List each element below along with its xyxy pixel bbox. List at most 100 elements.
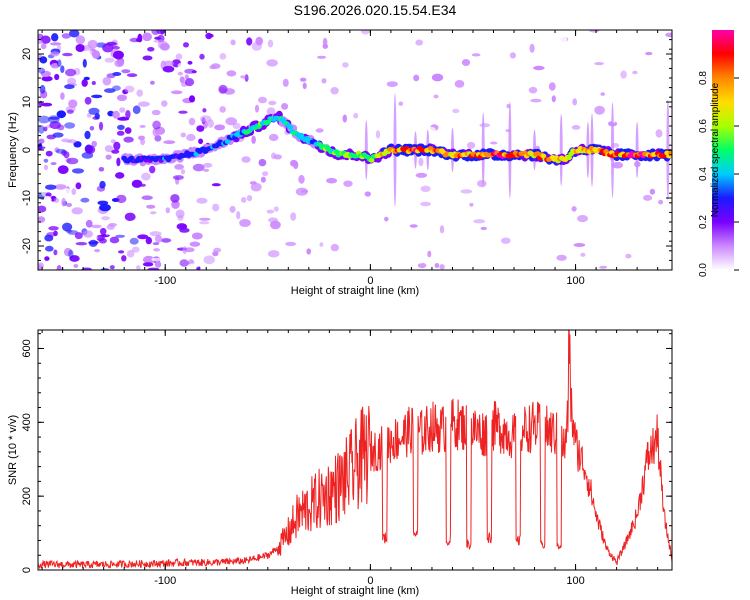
y-tick-label: 10: [21, 96, 33, 108]
spectrogram-noise-cell: [241, 197, 247, 203]
spectrogram-noise-cell: [91, 50, 101, 59]
spectrogram-noise-cell: [38, 216, 46, 223]
spectrogram-noise-cell: [460, 189, 473, 194]
spectrogram-noise-cell: [330, 243, 339, 252]
spectrogram-noise-cell: [528, 86, 538, 94]
spectrogram-noise-cell: [202, 162, 213, 168]
spectrogram-noise-cell: [140, 138, 146, 146]
spectrogram-noise-cell: [57, 165, 69, 175]
colorbar-label: Normalized spectral amplitude: [710, 82, 721, 217]
spectrogram-noise-cell: [51, 33, 59, 42]
spectrogram-noise-cell: [266, 107, 276, 116]
spectrogram-noise-cell: [490, 141, 498, 145]
spectrogram-noise-cell: [535, 145, 540, 150]
spectrogram-noise-cell: [184, 78, 195, 87]
spectrogram-noise-cell: [66, 109, 74, 114]
spectrogram-noise-cell: [321, 78, 327, 84]
spectrogram-noise-cell: [342, 62, 349, 68]
spectrogram-noise-cell: [240, 75, 246, 79]
spectrogram-noise-cell: [41, 75, 53, 82]
spectrogram-noise-cell: [124, 85, 135, 93]
spectrogram-noise-cell: [157, 40, 169, 50]
spectrogram-noise-cell: [116, 130, 125, 136]
y-tick-label: 200: [21, 487, 33, 505]
spectrogram-noise-cell: [571, 125, 581, 130]
spectrogram-noise-cell: [214, 124, 226, 131]
chart-title: S196.2026.020.15.54.E34: [293, 2, 457, 18]
spectrogram-noise-cell: [41, 102, 53, 107]
spectrogram-noise-cell: [91, 140, 97, 148]
spectrogram-ridge-cell: [566, 155, 572, 161]
spectrogram-noise-cell: [75, 35, 86, 45]
spectrogram-x-ticks: -100 0 100: [41, 30, 659, 287]
spectrogram-noise-cell: [255, 36, 263, 46]
spectrogram-noise-cell: [658, 199, 664, 205]
spectrogram-noise-cell: [434, 263, 440, 268]
spectrogram-noise-cell: [68, 249, 74, 259]
x-tick-label: 100: [566, 275, 584, 287]
spectrogram-noise-cell: [112, 31, 122, 39]
spectrogram-noise-cell: [112, 46, 120, 50]
spectrogram-noise-cell: [141, 172, 151, 181]
spectrogram-noise-cell: [620, 70, 627, 79]
spectrogram-noise-cell: [83, 230, 93, 238]
spectrogram-noise-cell: [184, 68, 196, 74]
spectrogram-noise-cell: [573, 243, 586, 247]
spectrogram-noise-cell: [75, 182, 82, 190]
spectrogram-noise-cell: [84, 49, 93, 56]
spectrogram-noise-cell: [588, 30, 600, 33]
spectrogram-noise-cell: [38, 40, 44, 44]
spectrogram-noise-cell: [116, 94, 128, 102]
x-tick-label: 0: [367, 575, 373, 587]
spectrogram-noise-cell: [551, 95, 556, 103]
spectrogram-noise-cell: [151, 257, 162, 262]
spectrogram-noise-cell: [172, 93, 184, 99]
spectrogram-noise-cell: [126, 263, 136, 269]
spectrogram-noise-cell: [189, 241, 201, 247]
spectrogram-noise-cell: [180, 132, 186, 138]
spectrogram-noise-cell: [594, 62, 604, 66]
spectrogram-noise-cell: [281, 103, 289, 110]
spectrogram-ridge-cell: [287, 124, 294, 130]
spectrogram-noise-cell: [232, 255, 243, 263]
spectrogram-noise-cell: [282, 78, 289, 87]
spectrogram-noise-cell: [94, 249, 101, 253]
y-tick-label: -10: [21, 190, 33, 206]
spectrogram-noise-cell: [300, 77, 307, 82]
spectrogram-noise-cell: [147, 47, 155, 52]
spectrogram-noise-cell: [54, 73, 60, 81]
spectrogram-noise-cell: [177, 71, 183, 76]
spectrogram-noise-cell: [431, 73, 444, 82]
spectrogram-noise-cell: [84, 130, 91, 140]
spectrogram-noise-cell: [112, 110, 120, 119]
spectrogram-noise-cell: [121, 255, 127, 262]
spectrogram-noise-cell: [38, 33, 44, 40]
spectrogram-noise-cell: [205, 32, 213, 40]
spectrogram-noise-cell: [131, 179, 143, 188]
spectrogram-noise-cell: [230, 39, 236, 46]
spectrogram-noise-cell: [196, 125, 205, 132]
spectrogram-noise-cell: [529, 43, 535, 53]
spectrogram-noise-cell: [655, 129, 663, 138]
spectrogram-noise-cell: [150, 211, 157, 215]
spectrogram-noise-cell: [66, 131, 73, 141]
spectrogram-noise-cell: [50, 162, 57, 166]
spectrogram-noise-cell: [129, 237, 139, 245]
spectrogram-noise-cell: [174, 164, 185, 170]
spectrogram-noise-cell: [142, 55, 153, 61]
spectrogram-noise-cell: [545, 121, 555, 130]
spectrogram-noise-cell: [61, 33, 71, 39]
spectrogram-noise-cell: [420, 201, 431, 207]
spectrogram-noise-cell: [108, 223, 117, 227]
spectrogram-noise-cell: [266, 209, 275, 214]
colorbar-ticks: 0.0 0.2 0.4 0.6 0.8: [698, 71, 739, 277]
spectrogram-noise-cell: [258, 52, 269, 61]
y-tick-label: 20: [21, 48, 33, 60]
spectrogram-noise-cell: [600, 92, 605, 96]
spectrogram-noise-cell: [48, 116, 60, 120]
spectrogram-noise-cell: [571, 206, 577, 212]
spectrogram-noise-cell: [111, 149, 120, 154]
spectrogram-y-ticks: -20 -10 0 10 20: [21, 29, 672, 271]
spectrogram-noise-cell: [151, 109, 161, 116]
snr-y-label: SNR (10 * v/v): [7, 415, 19, 485]
